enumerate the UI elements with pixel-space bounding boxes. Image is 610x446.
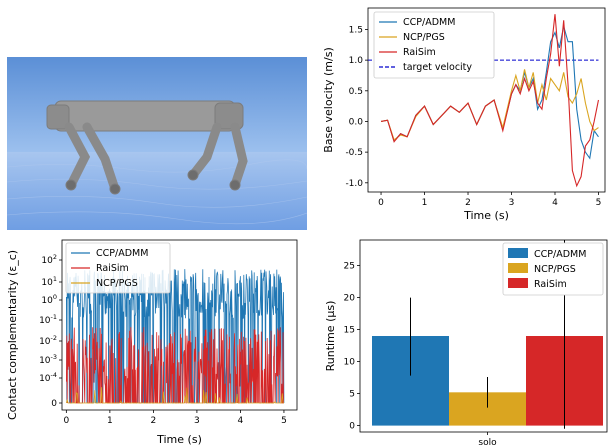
runtime-ytick-label: 5	[349, 390, 355, 400]
velocity-xtick-label: 0	[378, 198, 384, 208]
runtime-chart: 0 5 10 15 20 25 Runtime (μs) solo CCP/ADMM NCP/PG…	[324, 239, 608, 446]
runtime-legend-label: RaiSim	[534, 279, 567, 290]
complementarity-ytick-label: 101	[41, 275, 57, 288]
velocity-legend: CCP/ADMM NCP/PGS RaiSim target velocity	[373, 11, 495, 79]
velocity-xtick-label: 1	[422, 198, 428, 208]
complementarity-ytick-label: 102	[41, 253, 57, 266]
complementarity-xtick-label: 4	[238, 416, 244, 426]
complementarity-xtick-label: 2	[151, 416, 157, 426]
complementarity-ytick-label: 10-1	[39, 313, 57, 326]
complementarity-xtick-label: 3	[194, 416, 200, 426]
velocity-xtick-label: 5	[596, 198, 602, 208]
complementarity-legend: CCP/ADMM RaiSim NCP/PGS	[65, 242, 171, 294]
velocity-xtick-label: 2	[465, 198, 471, 208]
complementarity-xtick-label: 1	[107, 416, 113, 426]
complementarity-ylabel: Contact complementarity (ε_c)	[6, 250, 19, 420]
complementarity-xtick-label: 0	[63, 416, 69, 426]
velocity-series-raisim	[380, 14, 600, 188]
velocity-legend-label: RaiSim	[403, 47, 436, 58]
runtime-axes-frame	[359, 239, 608, 433]
complementarity-xtick-label: 5	[281, 416, 287, 426]
complementarity-series-ncppgs	[66, 387, 284, 404]
velocity-chart: 0 1 2 3 4 5 -1.0 -0.5 0.0 0.5 1.0 1.5 Time (s) Base v…	[322, 7, 606, 222]
velocity-legend-label: NCP/PGS	[403, 32, 445, 43]
complementarity-legend-label: RaiSim	[96, 263, 129, 274]
runtime-ytick-label: 20	[344, 294, 356, 304]
complementarity-ytick-label: 10-3	[39, 353, 57, 366]
velocity-xtick-label: 3	[509, 198, 515, 208]
runtime-ytick-label: 0	[349, 422, 355, 432]
velocity-ytick-label: -1.0	[345, 179, 363, 189]
runtime-legend: CCP/ADMM NCP/PGS RaiSim	[502, 242, 604, 296]
complementarity-xlabel: Time (s)	[156, 433, 202, 446]
velocity-axes-frame	[367, 7, 606, 193]
complementarity-legend-label: NCP/PGS	[96, 278, 138, 289]
complementarity-series-ccpadmm	[66, 269, 285, 404]
runtime-category-label: solo	[478, 438, 497, 446]
quadruped-robot	[46, 100, 248, 195]
velocity-ytick-label: -0.5	[345, 148, 363, 158]
velocity-xlabel: Time (s)	[463, 209, 509, 222]
runtime-legend-swatch	[508, 278, 528, 288]
complementarity-ytick-label: 0	[51, 399, 57, 409]
complementarity-ytick-label: 100	[41, 293, 57, 306]
runtime-ytick-label: 15	[344, 326, 355, 336]
velocity-ytick-label: 1.0	[349, 56, 364, 66]
velocity-ytick-label: 1.5	[349, 25, 363, 35]
velocity-ytick-label: 0.5	[349, 87, 363, 97]
complementarity-axes-frame	[61, 239, 298, 411]
velocity-ytick-label: 0.0	[349, 117, 364, 127]
velocity-xtick-label: 4	[552, 198, 558, 208]
velocity-legend-label: target velocity	[403, 62, 472, 73]
velocity-ylabel: Base velocity (m/s)	[322, 47, 335, 153]
velocity-legend-label: CCP/ADMM	[403, 17, 455, 28]
runtime-ylabel: Runtime (μs)	[324, 301, 337, 372]
runtime-legend-swatch	[508, 248, 528, 258]
runtime-ytick-label: 10	[344, 358, 356, 368]
runtime-legend-label: NCP/PGS	[534, 264, 576, 275]
complementarity-ytick-label: 10-4	[39, 371, 57, 384]
velocity-series-ncppgs	[380, 69, 599, 141]
runtime-legend-swatch	[508, 263, 528, 273]
runtime-ytick-label: 25	[344, 262, 355, 272]
complementarity-chart: 0 1 2 3 4 5 0 10-4 10-3 10-2 10-1 100 101 102 Time (s)…	[6, 239, 298, 446]
runtime-legend-label: CCP/ADMM	[534, 249, 586, 260]
robot-simulation-scene	[7, 57, 307, 230]
complementarity-legend-label: CCP/ADMM	[96, 248, 148, 259]
complementarity-ytick-label: 10-2	[39, 334, 57, 347]
